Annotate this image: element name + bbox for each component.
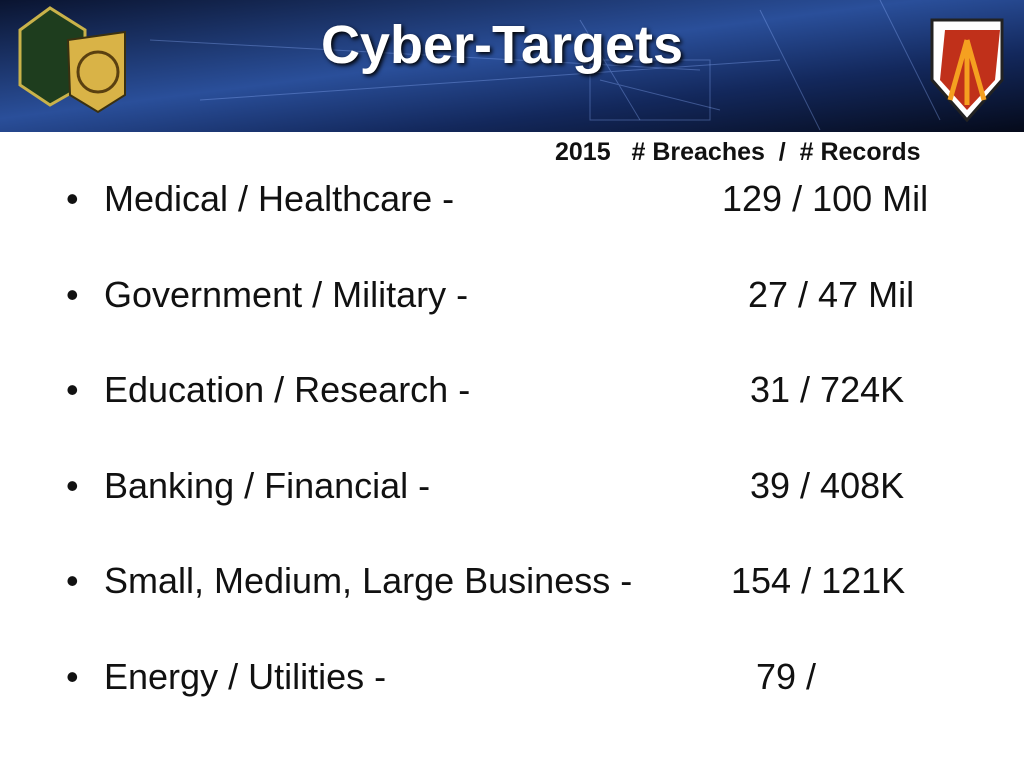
year: 2015 (555, 138, 611, 166)
list-item: • Government / Military - 27 / 47 Mil (0, 274, 1024, 324)
item-label: Small, Medium, Large Business - (104, 560, 633, 601)
item-value: 39 / 408K (750, 465, 905, 506)
bullet: • (66, 560, 79, 601)
list-item: • Education / Research - 31 / 724K (0, 369, 1024, 419)
title: Cyber-Targets (320, 15, 684, 75)
column-header: 2015 # Breaches / # Records (555, 138, 921, 167)
item-label: Education / Research - (104, 369, 471, 410)
list-item: • Medical / Healthcare - 129 / 100 Mil (0, 178, 1024, 228)
item-label: Medical / Healthcare - (104, 178, 455, 219)
list-item: • Small, Medium, Large Business - 154 / 12… (0, 560, 1024, 610)
item-value: 129 / 100 Mil (722, 178, 929, 219)
item-label: Government / Military - (104, 274, 469, 315)
bullet: • (66, 656, 79, 697)
item-value: 79 / (756, 656, 817, 697)
bullet: • (66, 369, 79, 410)
item-value: 31 / 724K (750, 369, 905, 410)
item-value: 154 / 121K (731, 560, 906, 601)
list-item: • Banking / Financial - 39 / 408K (0, 465, 1024, 515)
bullet: • (66, 274, 79, 315)
list-item: • Energy / Utilities - 79 / (0, 656, 1024, 706)
banner (0, 0, 1024, 132)
item-label: Banking / Financial - (104, 465, 431, 506)
item-label: Energy / Utilities - (104, 656, 387, 697)
bullet: • (66, 178, 79, 219)
columns: # Breaches / # Records (631, 138, 921, 166)
item-value: 27 / 47 Mil (748, 274, 915, 315)
bullet: • (66, 465, 79, 506)
